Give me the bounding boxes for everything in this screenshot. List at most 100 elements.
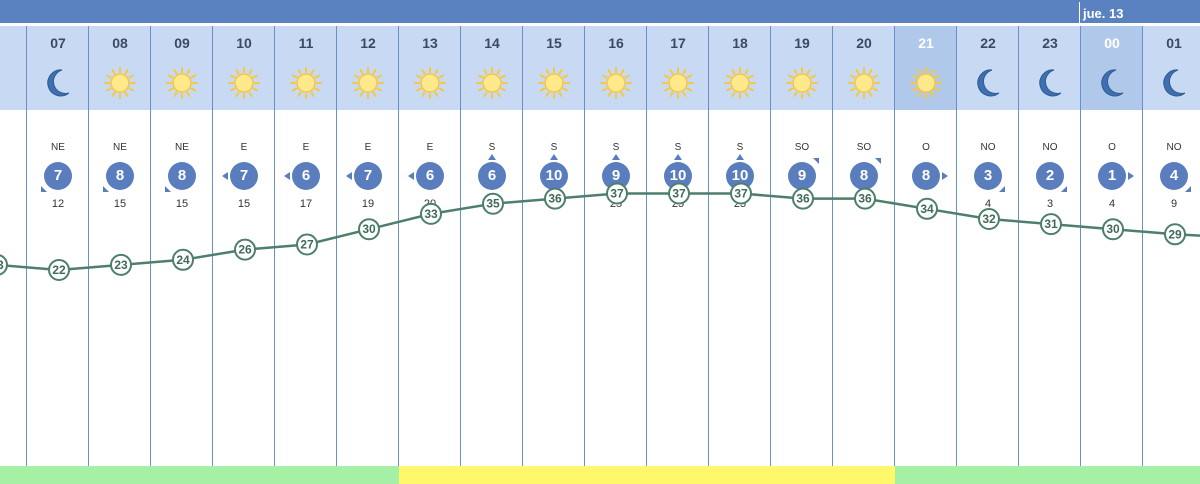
wind-arrow-icon: [813, 158, 819, 164]
hour-column: 23 NO 2 3: [1019, 26, 1081, 484]
sun-icon: [286, 66, 326, 100]
hour-header: 14: [461, 26, 523, 110]
hour-header: 23: [1019, 26, 1081, 110]
hour-header: 07: [27, 26, 89, 110]
wind-speed-badge: 7: [354, 162, 382, 190]
wind-gust: 15: [175, 198, 189, 210]
wind-speed-badge: 10: [726, 162, 754, 190]
wind-arrow-icon: [346, 172, 352, 180]
hour-header: 18: [709, 26, 771, 110]
wind-speed-badge: 8: [106, 162, 134, 190]
wind-arrow-icon: [165, 186, 171, 192]
moon-icon: [1030, 66, 1070, 100]
wind-arrow-icon: [222, 172, 228, 180]
wind-arrow-icon: [1185, 186, 1191, 192]
sun-icon: [472, 66, 512, 100]
hour-header: 09: [151, 26, 213, 110]
sun-icon: [348, 66, 388, 100]
hour-label: 10: [236, 35, 252, 51]
wind-speed-badge: 8: [850, 162, 878, 190]
wind-arrow-icon: [408, 172, 414, 180]
hour-header: 19: [771, 26, 833, 110]
sun-icon: [410, 66, 450, 100]
column-divider: [336, 26, 337, 466]
column-divider: [584, 26, 585, 466]
column-divider: [274, 26, 275, 466]
status-strip: [1081, 466, 1143, 484]
wind-arrow-icon: [41, 186, 47, 192]
hour-column: 22 NO 3 4: [957, 26, 1019, 484]
hour-header: 20: [833, 26, 895, 110]
hour-label: 12: [360, 35, 376, 51]
status-strip: [337, 466, 399, 484]
hour-header: 00: [1081, 26, 1143, 110]
sun-icon: [782, 66, 822, 100]
column-divider: [26, 26, 27, 466]
wind-speed-badge: 10: [540, 162, 568, 190]
wind-direction: E: [426, 142, 434, 153]
hour-label: 21: [918, 35, 934, 51]
column-divider: [1018, 26, 1019, 466]
status-strip: [709, 466, 771, 484]
wind-gust: 25: [733, 198, 747, 210]
wind-arrow-icon: [103, 186, 109, 192]
hour-label: 07: [50, 35, 66, 51]
wind-gust: 26: [547, 198, 561, 210]
hour-header: 22: [957, 26, 1019, 110]
wind-gust: 19: [361, 198, 375, 210]
column-divider: [150, 26, 151, 466]
hour-label: 09: [174, 35, 190, 51]
status-strip: [399, 466, 461, 484]
column-divider: [832, 26, 833, 466]
status-strip: [523, 466, 585, 484]
wind-speed-badge: 8: [168, 162, 196, 190]
hour-label: 18: [732, 35, 748, 51]
wind-gust: 15: [237, 198, 251, 210]
sun-icon: [596, 66, 636, 100]
status-strip: [957, 466, 1019, 484]
column-divider: [460, 26, 461, 466]
status-strip: [1143, 466, 1200, 484]
sun-icon: [162, 66, 202, 100]
column-divider: [1080, 26, 1081, 466]
sun-icon: [906, 66, 946, 100]
wind-speed-badge: 1: [1098, 162, 1126, 190]
wind-speed-badge: 7: [44, 162, 72, 190]
day-label: jue. 13: [1083, 6, 1124, 21]
hour-header: [0, 26, 27, 110]
hour-label: 14: [484, 35, 500, 51]
wind-speed-badge: 3: [974, 162, 1002, 190]
wind-gust: 26: [485, 198, 499, 210]
wind-direction: SO: [794, 142, 810, 153]
hour-label: 23: [1042, 35, 1058, 51]
hour-column: 15 S 10 26: [523, 26, 585, 484]
hour-column: 00 O 1 4: [1081, 26, 1143, 484]
wind-arrow-icon: [612, 154, 620, 160]
column-divider: [956, 26, 957, 466]
moon-icon: [1092, 66, 1132, 100]
wind-arrow-icon: [1128, 172, 1134, 180]
hour-label: 17: [670, 35, 686, 51]
column-divider: [1142, 26, 1143, 466]
hour-label: 16: [608, 35, 624, 51]
hour-header: 13: [399, 26, 461, 110]
status-strip: [151, 466, 213, 484]
hour-column: 10 E 7 15: [213, 26, 275, 484]
hour-label: 11: [298, 35, 314, 51]
column-divider: [88, 26, 89, 466]
column-divider: [398, 26, 399, 466]
wind-direction: O: [922, 142, 930, 153]
wind-gust: 10: [919, 198, 933, 210]
sun-icon: [844, 66, 884, 100]
wind-gust: 9: [1170, 198, 1178, 210]
status-strip: [585, 466, 647, 484]
status-strip: [89, 466, 151, 484]
hour-column-partial: [0, 26, 27, 484]
moon-icon: [38, 66, 78, 100]
status-strip: [213, 466, 275, 484]
wind-direction: S: [612, 142, 620, 153]
sun-icon: [100, 66, 140, 100]
wind-arrow-icon: [674, 154, 682, 160]
hour-column: 07 NE 7 12: [27, 26, 89, 484]
wind-arrow-icon: [999, 186, 1005, 192]
